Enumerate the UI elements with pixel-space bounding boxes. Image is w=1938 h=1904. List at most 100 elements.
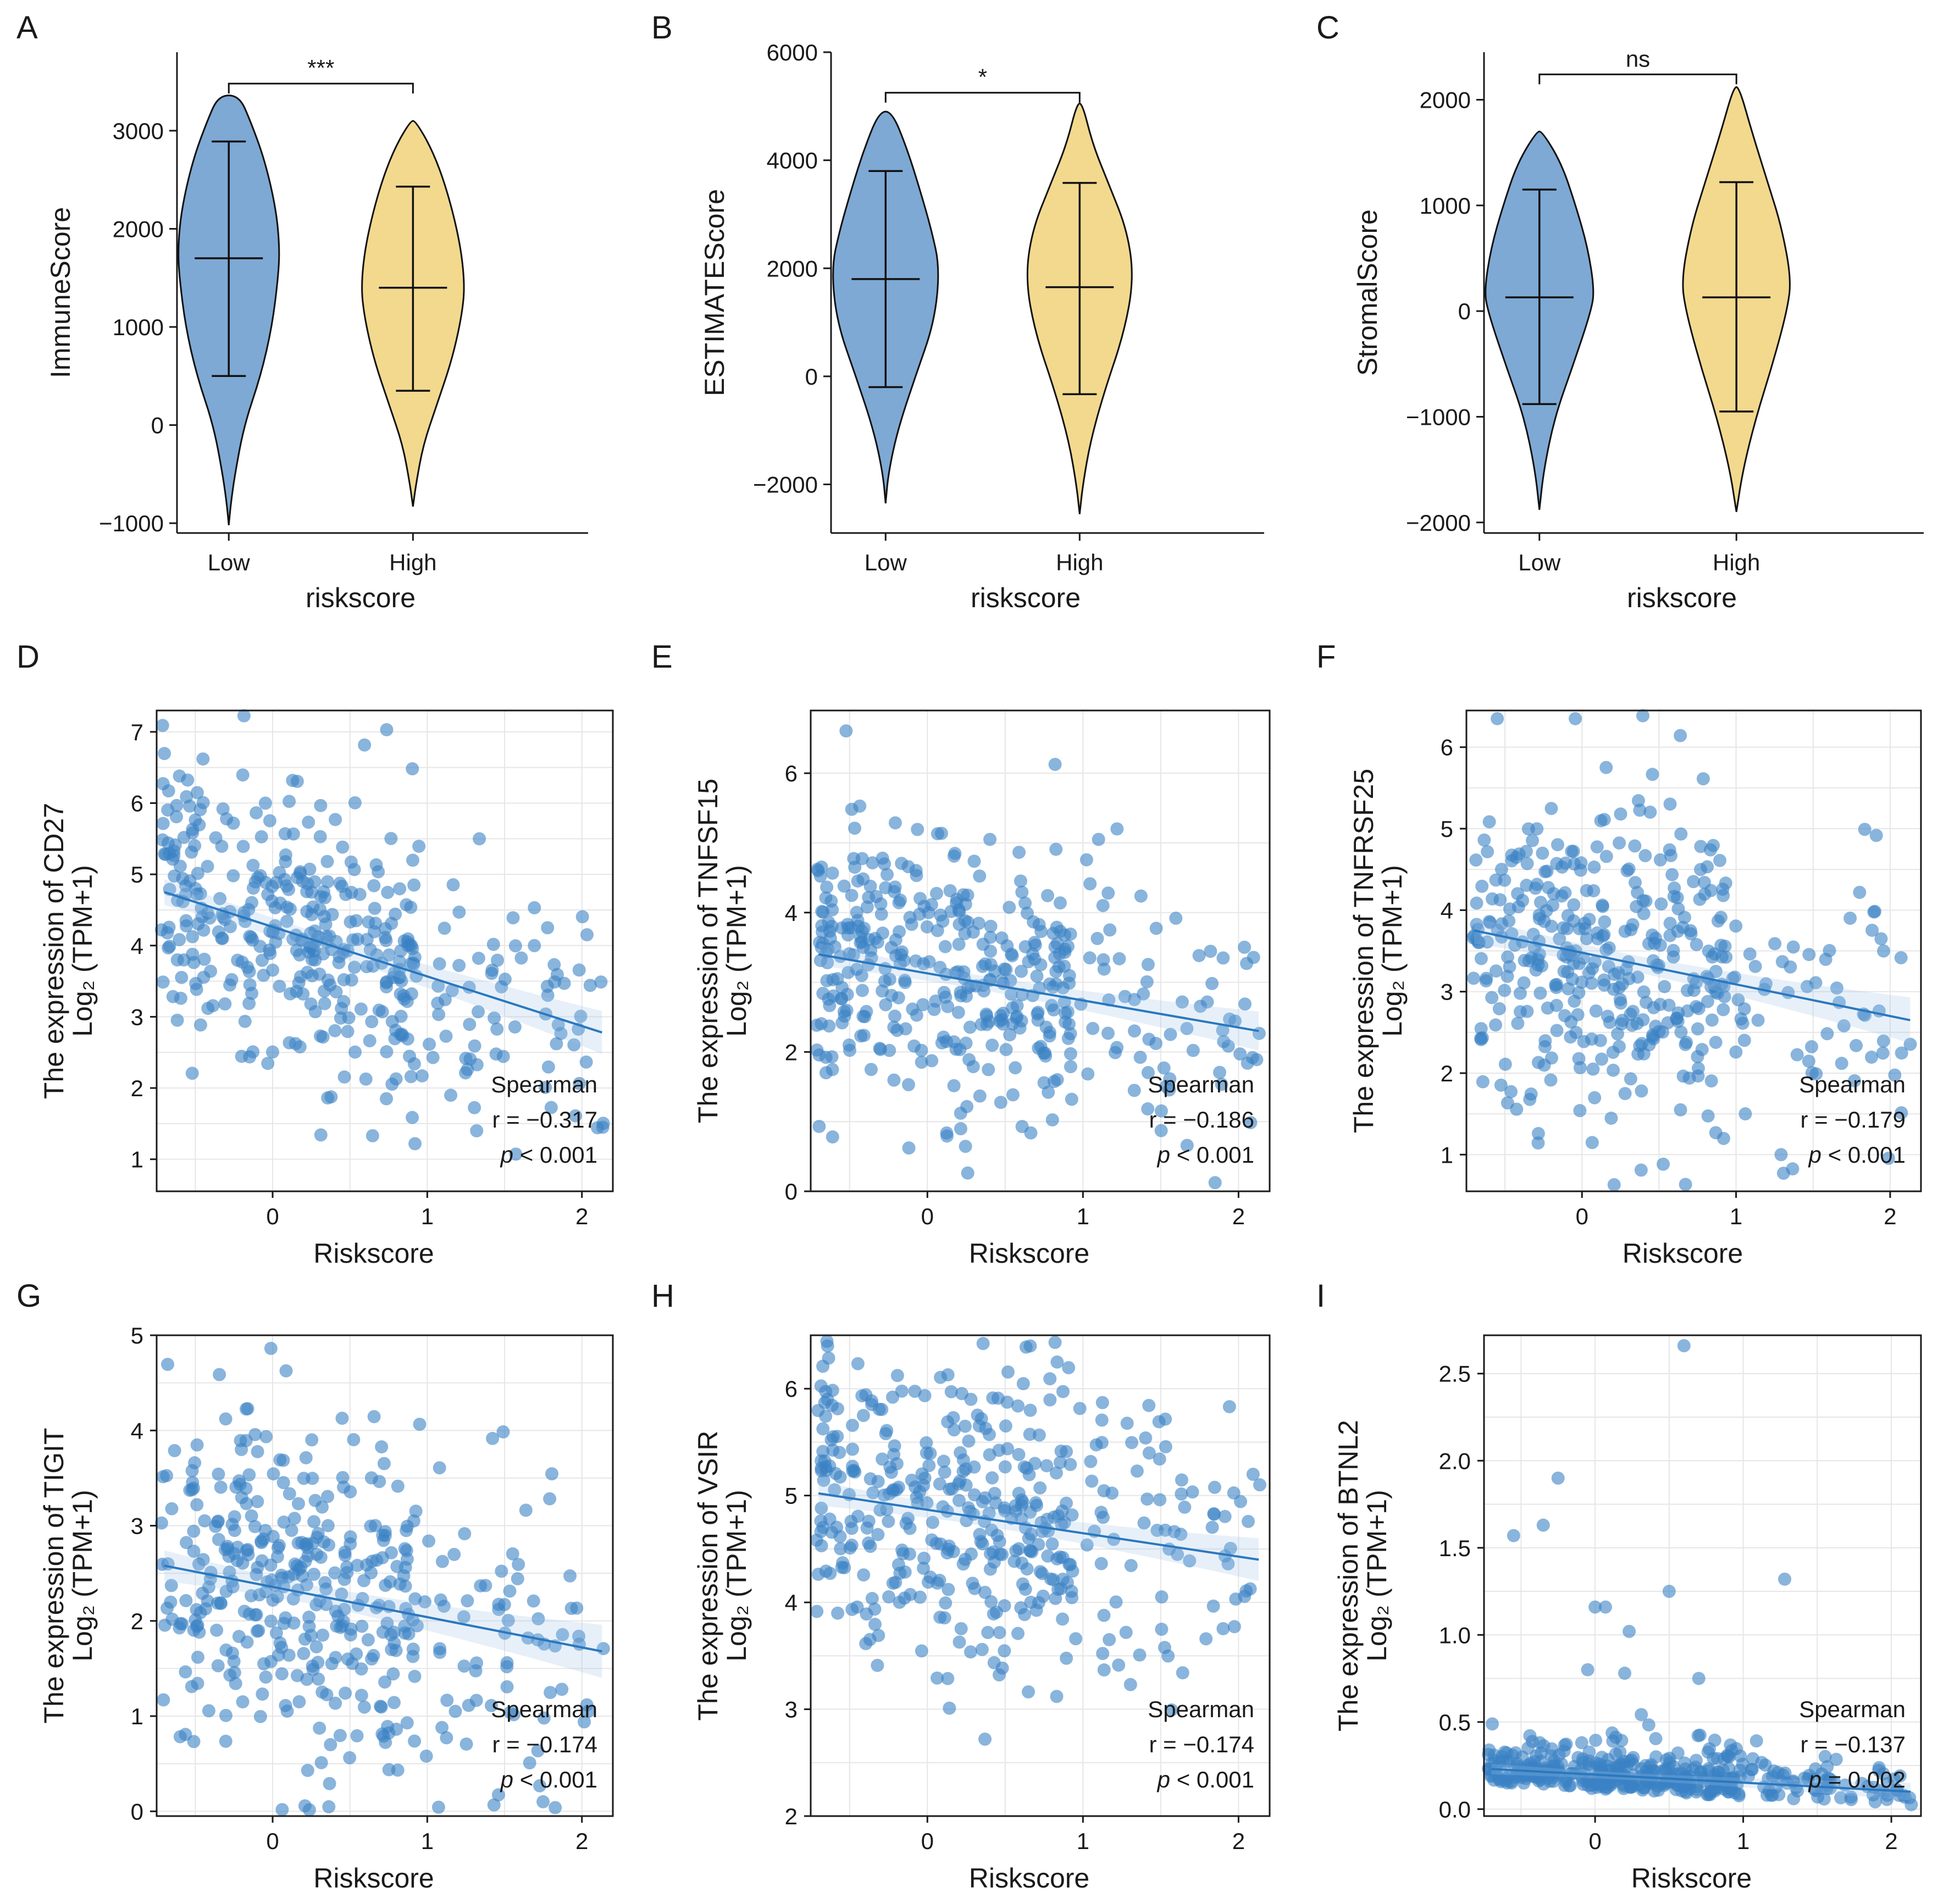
- data-point: [918, 1472, 932, 1485]
- data-point: [1096, 898, 1110, 912]
- data-point: [545, 1467, 559, 1481]
- confidence-band: [164, 1550, 602, 1678]
- data-point: [468, 1101, 481, 1114]
- data-point: [342, 1011, 356, 1025]
- data-point: [1696, 772, 1710, 786]
- data-point: [238, 1014, 252, 1028]
- data-point: [1095, 1396, 1109, 1409]
- data-point: [848, 821, 862, 835]
- data-point: [306, 900, 320, 914]
- data-point: [433, 1646, 447, 1659]
- data-point: [202, 1704, 215, 1718]
- data-point: [953, 1635, 966, 1649]
- data-point: [219, 1412, 232, 1426]
- data-point: [283, 1036, 296, 1050]
- y-tick-label: 2.5: [1439, 1361, 1471, 1387]
- data-point: [1142, 1446, 1156, 1460]
- data-point: [366, 1555, 379, 1568]
- data-point: [962, 1434, 976, 1448]
- data-point: [1876, 1046, 1890, 1060]
- data-point: [278, 827, 292, 841]
- data-point: [855, 935, 869, 948]
- data-point: [1876, 1034, 1890, 1048]
- data-point: [472, 1005, 485, 1019]
- x-axis-title: Riskscore: [1631, 1863, 1752, 1894]
- data-point: [1834, 1791, 1848, 1805]
- data-point: [1083, 877, 1097, 891]
- data-point: [468, 1039, 481, 1053]
- data-point: [999, 1419, 1012, 1433]
- data-point: [1520, 879, 1533, 892]
- data-point: [282, 882, 296, 896]
- data-point: [1060, 1575, 1074, 1589]
- y-axis-title: ESTIMATEScore: [699, 189, 730, 396]
- data-point: [972, 917, 985, 930]
- data-point: [1107, 1533, 1121, 1546]
- x-axis-title: Riskscore: [313, 1863, 434, 1894]
- data-point: [210, 1623, 224, 1637]
- data-point: [1110, 1041, 1124, 1054]
- data-point: [942, 1583, 955, 1596]
- data-point: [388, 1032, 402, 1046]
- data-point: [1572, 986, 1586, 1000]
- data-point: [551, 1018, 565, 1031]
- data-point: [881, 868, 894, 881]
- data-point: [1250, 1053, 1264, 1067]
- data-point: [940, 1035, 954, 1048]
- data-point: [959, 1140, 972, 1153]
- data-point: [864, 1063, 878, 1076]
- data-point: [461, 1594, 474, 1608]
- data-point: [1142, 1398, 1156, 1412]
- data-point: [1000, 939, 1014, 953]
- y-tick-label: −1000: [99, 510, 164, 536]
- data-point: [889, 933, 902, 947]
- data-point: [302, 1619, 316, 1633]
- data-point: [292, 1695, 306, 1709]
- data-point: [1544, 802, 1558, 815]
- data-point: [400, 995, 414, 1008]
- data-point: [213, 1368, 226, 1381]
- data-point: [519, 1503, 533, 1517]
- data-point: [1043, 1372, 1057, 1386]
- data-point: [321, 875, 335, 889]
- data-point: [998, 1644, 1011, 1658]
- data-point: [994, 1096, 1007, 1109]
- data-point: [406, 853, 419, 867]
- data-point: [944, 904, 958, 918]
- data-point: [1079, 853, 1093, 867]
- data-point: [1112, 952, 1126, 965]
- y-tick-label: −2000: [753, 472, 818, 498]
- data-point: [219, 1734, 232, 1748]
- data-point: [285, 1524, 298, 1537]
- data-point: [971, 1408, 984, 1422]
- r-value-label: r = −0.317: [492, 1107, 597, 1133]
- data-point: [1737, 1034, 1751, 1047]
- data-point: [939, 1596, 953, 1610]
- data-point: [398, 1619, 412, 1633]
- plot-frame: [810, 709, 1271, 1192]
- data-point: [292, 1563, 306, 1577]
- data-point: [1023, 1403, 1037, 1417]
- data-point: [165, 1502, 179, 1516]
- data-point: [568, 1109, 582, 1123]
- data-point: [1894, 951, 1908, 964]
- x-tick-label: 2: [1884, 1203, 1896, 1229]
- data-point: [248, 1520, 262, 1534]
- data-point: [186, 1475, 200, 1489]
- data-point: [462, 1698, 475, 1712]
- data-point: [375, 1005, 389, 1019]
- data-point: [1674, 729, 1687, 742]
- data-point: [157, 1693, 170, 1707]
- data-point: [366, 959, 380, 973]
- spearman-label: Spearman: [1799, 1696, 1906, 1722]
- data-point: [1606, 1046, 1620, 1059]
- y-tick-label: 2000: [113, 216, 164, 242]
- data-point: [168, 1444, 181, 1457]
- x-tick-label: 0: [921, 1203, 934, 1229]
- data-point: [334, 1620, 347, 1634]
- data-point: [1597, 978, 1611, 992]
- y-axis-title-line1: The expression of TIGIT: [38, 1428, 69, 1723]
- data-point: [335, 1412, 349, 1425]
- data-point: [190, 1438, 204, 1452]
- data-point: [1065, 1092, 1078, 1106]
